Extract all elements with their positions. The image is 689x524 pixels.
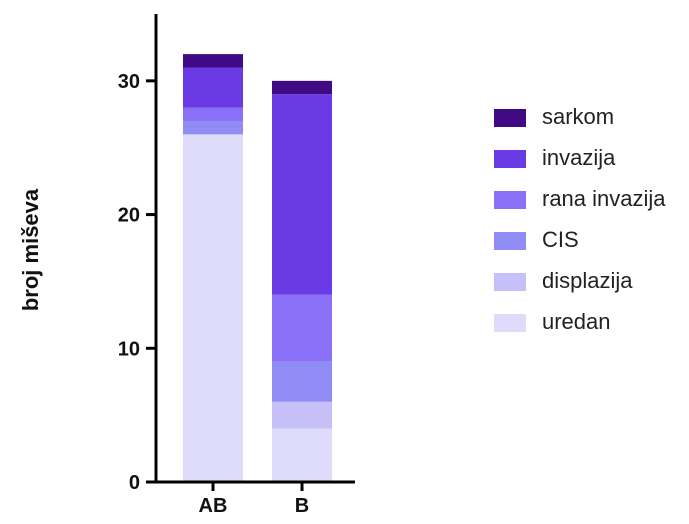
bar-segment-ab-sarkom bbox=[183, 54, 243, 68]
legend-swatch bbox=[494, 232, 526, 250]
legend-label: displazija bbox=[542, 268, 633, 293]
legend-label: sarkom bbox=[542, 104, 615, 129]
x-tick-label: B bbox=[295, 495, 309, 517]
y-axis-label: broj miševa bbox=[18, 188, 43, 311]
bar-segment-ab-cis bbox=[183, 120, 243, 135]
legend-swatch bbox=[494, 150, 526, 168]
legend-swatch bbox=[494, 191, 526, 209]
x-ticks-layer: AB B bbox=[199, 482, 309, 517]
bar-segment-b-cis bbox=[272, 361, 332, 402]
bar-segment-b-displazija bbox=[272, 401, 332, 429]
legend-label: CIS bbox=[542, 227, 579, 252]
legend-label: rana invazija bbox=[542, 186, 666, 211]
bar-segment-b-sarkom bbox=[272, 80, 332, 95]
legend-swatch bbox=[494, 109, 526, 127]
y-tick-label: 20 bbox=[118, 205, 140, 227]
bar-segment-ab-invazija bbox=[183, 67, 243, 108]
bar-segment-ab-uredan bbox=[183, 134, 243, 483]
legend-swatch bbox=[494, 273, 526, 291]
y-tick-label: 0 bbox=[129, 472, 140, 494]
bar-segment-ab-rana-invazija bbox=[183, 107, 243, 121]
x-tick-label: AB bbox=[199, 495, 228, 517]
bars-layer bbox=[183, 54, 332, 483]
legend-swatch bbox=[494, 314, 526, 332]
y-tick-label: 30 bbox=[118, 71, 140, 93]
legend-label: uredan bbox=[542, 309, 611, 334]
y-ticks-layer: 0 10 20 30 bbox=[118, 71, 156, 494]
bar-segment-b-rana-invazija bbox=[272, 294, 332, 362]
y-tick-label: 10 bbox=[118, 338, 140, 360]
bar-segment-b-invazija bbox=[272, 94, 332, 295]
bar-segment-b-uredan bbox=[272, 428, 332, 482]
legend-label: invazija bbox=[542, 145, 616, 170]
